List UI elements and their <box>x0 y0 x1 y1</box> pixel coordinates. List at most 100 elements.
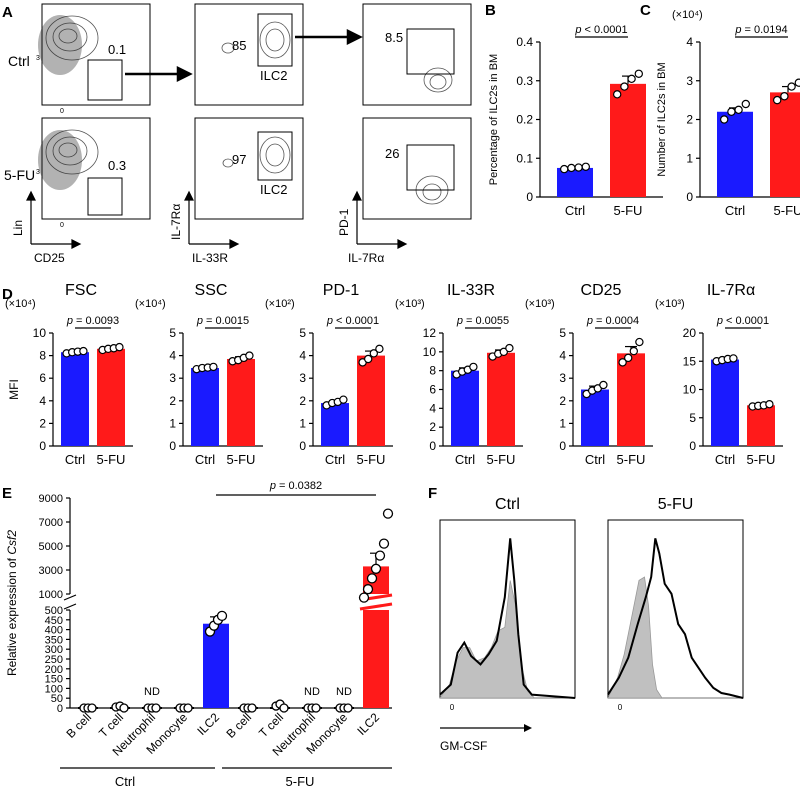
data-point <box>635 337 644 347</box>
x-tick-label: 5-FU <box>614 203 643 218</box>
data-point <box>279 703 289 713</box>
axis-label-lin: Lin <box>11 220 25 236</box>
data-point <box>183 703 193 713</box>
data-point <box>727 107 736 116</box>
y-tick-label: 350 <box>45 634 63 646</box>
chart-title: CD25 <box>581 282 622 299</box>
histograms-f: Ctrl 0 5-FU 0 GM-CSF <box>439 496 744 753</box>
y-tick-label: 3 <box>559 371 566 385</box>
p-value: p = 0.0055 <box>456 315 509 327</box>
bar-charts-b-c-d: 0 0.1 0.2 0.3 0.4 Ctrl 5-FU p < 0.0001 Percentag… <box>5 9 800 467</box>
group-label-ctrl: Ctrl <box>115 774 135 789</box>
panel-letter-c: C <box>640 2 651 19</box>
chart-b: 0 0.1 0.2 0.3 0.4 Ctrl 5-FU p < 0.0001 Percentag… <box>488 24 663 218</box>
y-tick-label: 9000 <box>39 493 63 505</box>
y-tick-label: 300 <box>45 644 63 656</box>
y-tick-label: 0 <box>559 439 566 453</box>
y-axis-label-gene: Csf2 <box>5 530 19 555</box>
data-point <box>787 82 796 91</box>
y-tick-label: 12 <box>423 326 437 340</box>
data-point <box>741 99 751 109</box>
x-tick-label: Ctrl <box>725 203 745 218</box>
y-tick-label: 1 <box>686 151 693 165</box>
axis-arrowhead <box>184 190 194 201</box>
chart-d5: 0 1 2 3 4 5 Ctrl 5-FU p = 0.0004 (×10³) CD25 <box>525 282 653 467</box>
chart-d4: 0 2 4 6 8 10 12 Ctrl 5-FU p = 0.0055 (×10³) IL-33R <box>395 282 523 467</box>
data-point <box>378 538 390 549</box>
y-tick-label: 50 <box>51 693 63 705</box>
bar-ctrl <box>61 352 89 446</box>
data-point <box>780 92 789 101</box>
y-tick-label: 0 <box>169 439 176 453</box>
axis-multiplier: (×10⁴) <box>672 9 703 21</box>
data-point <box>216 610 228 622</box>
bar-5fu <box>770 92 800 197</box>
x-tick-label: ILC2 <box>354 710 382 738</box>
y-tick-label: 4 <box>39 394 46 408</box>
data-point <box>119 703 129 713</box>
gating-arrow-1-head <box>176 65 193 83</box>
x-tick-label: 5-FU <box>617 452 646 467</box>
chart-d6: 0 5 10 15 20 Ctrl 5-FU p < 0.0001 (×10³) IL-7Rα <box>655 282 783 467</box>
axis-multiplier: (×10²) <box>265 298 295 310</box>
y-tick-label: 7000 <box>39 517 63 529</box>
row-label-5fu: 5-FU <box>4 167 35 183</box>
y-tick-label: 5 <box>299 326 306 340</box>
gate-value-ctrl-3: 8.5 <box>385 30 403 45</box>
axis-label-il7ra-x: IL-7Rα <box>348 251 384 265</box>
data-point <box>729 354 738 363</box>
axis-label-pd1: PD-1 <box>337 208 351 236</box>
panel-letter-e: E <box>2 485 12 502</box>
bar-ctrl <box>321 403 349 446</box>
p-value: p < 0.0001 <box>716 315 769 327</box>
gate-ctrl-ilc2 <box>257 13 293 67</box>
data-point <box>620 82 629 91</box>
y-tick-label: 8 <box>39 349 46 363</box>
histogram-title-5fu: 5-FU <box>658 496 694 513</box>
bar-5fu <box>487 352 515 446</box>
y-axis-label: Percentage of ILC2s in BM <box>488 54 500 185</box>
gate-ctrl-lin-neg-cd25-pos <box>87 59 123 101</box>
chart-d3: 0 1 2 3 4 5 Ctrl 5-FU p < 0.0001 (×10²) PD-1 <box>265 282 393 467</box>
gate-ctrl-pd1-pos <box>406 28 455 75</box>
y-axis-label: Number of ILC2s in BM <box>656 62 668 176</box>
data-point <box>362 584 374 595</box>
histogram-title-ctrl: Ctrl <box>495 496 520 513</box>
data-point <box>720 115 729 124</box>
axis-label-cd25: CD25 <box>34 251 65 265</box>
x-tick-label: 5-FU <box>487 452 516 467</box>
axis-arrowhead <box>524 724 532 732</box>
y-tick-label: 2 <box>686 113 693 127</box>
y-tick-label: 0.3 <box>516 74 533 88</box>
bar-5fu <box>617 353 645 446</box>
x-tick-label: 0 <box>450 703 455 712</box>
data-point <box>581 162 591 171</box>
p-value: p = 0.0004 <box>586 315 639 327</box>
chart-title: SSC <box>195 282 228 299</box>
bar-ctrl <box>711 359 739 446</box>
p-value: p = 0.0093 <box>66 315 119 327</box>
y-tick-label: 0.4 <box>516 35 533 49</box>
data-point <box>505 343 514 353</box>
axis-multiplier: (×10³) <box>655 298 685 310</box>
y-tick-label: 0 <box>39 439 46 453</box>
x-axis-label-gmcsf: GM-CSF <box>440 739 487 753</box>
data-point <box>370 563 382 574</box>
data-point <box>499 347 508 357</box>
y-tick-label: 5 <box>559 326 566 340</box>
data-point <box>567 163 576 173</box>
data-point <box>339 395 348 404</box>
bar-ctrl <box>451 370 479 446</box>
y-tick-label: 6 <box>429 383 436 397</box>
y-tick-label: 2 <box>39 416 46 430</box>
p-value: p < 0.0001 <box>574 24 627 36</box>
y-tick-label: 0 <box>429 439 436 453</box>
x-tick-label: B cell <box>223 710 254 741</box>
y-tick-label: 0 <box>689 439 696 453</box>
x-tick-label: 5-FU <box>97 452 126 467</box>
axis-arrowhead <box>229 239 240 249</box>
y-tick-label: 3 <box>169 371 176 385</box>
y-tick-label: 10 <box>33 326 47 340</box>
data-point <box>634 69 644 78</box>
